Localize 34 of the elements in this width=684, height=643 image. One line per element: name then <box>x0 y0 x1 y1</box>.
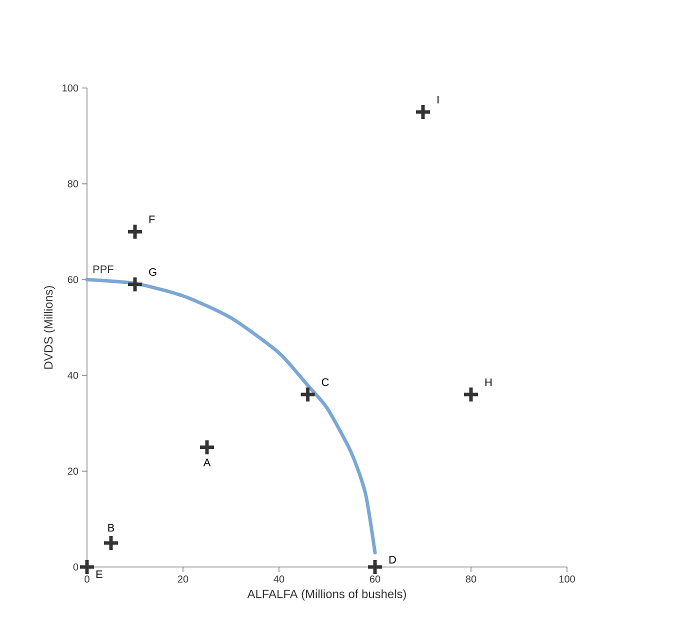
x-tick-label: 20 <box>178 576 188 583</box>
annotation: D <box>389 556 396 564</box>
annotation: C <box>322 378 329 386</box>
annotation: I <box>438 96 439 104</box>
series-label: PPF <box>93 266 114 274</box>
y-tick-label: 100 <box>62 84 78 92</box>
x-tick-label: 100 <box>559 576 575 583</box>
x-tick-label: 40 <box>274 576 284 583</box>
annotation: A <box>203 458 211 466</box>
y-axis-title: DVDS (Millions) <box>44 286 56 369</box>
y-tick-label: 0 <box>73 563 78 571</box>
x-tick-label: 60 <box>370 576 380 583</box>
point <box>198 438 216 456</box>
annotation: B <box>108 524 114 532</box>
y-tick-label: 40 <box>68 372 78 379</box>
y-tick-label: 60 <box>68 276 78 284</box>
point <box>299 386 317 404</box>
x-tick-label: 80 <box>466 576 476 583</box>
line-series <box>85 278 377 554</box>
point <box>414 103 432 121</box>
x-axis-title: ALFALFA (Millions of bushels) <box>247 589 406 601</box>
y-tick-label: 20 <box>68 468 78 475</box>
x-tick-label: 0 <box>84 576 90 583</box>
point <box>102 534 120 552</box>
point <box>462 386 480 404</box>
point <box>78 558 96 576</box>
point <box>126 222 144 240</box>
point <box>366 558 384 576</box>
annotation: H <box>485 378 492 386</box>
annotation: G <box>149 268 156 276</box>
annotation: E <box>96 570 102 578</box>
annotation: F <box>149 216 155 224</box>
y-tick-label: 80 <box>68 180 78 188</box>
point <box>126 276 144 294</box>
